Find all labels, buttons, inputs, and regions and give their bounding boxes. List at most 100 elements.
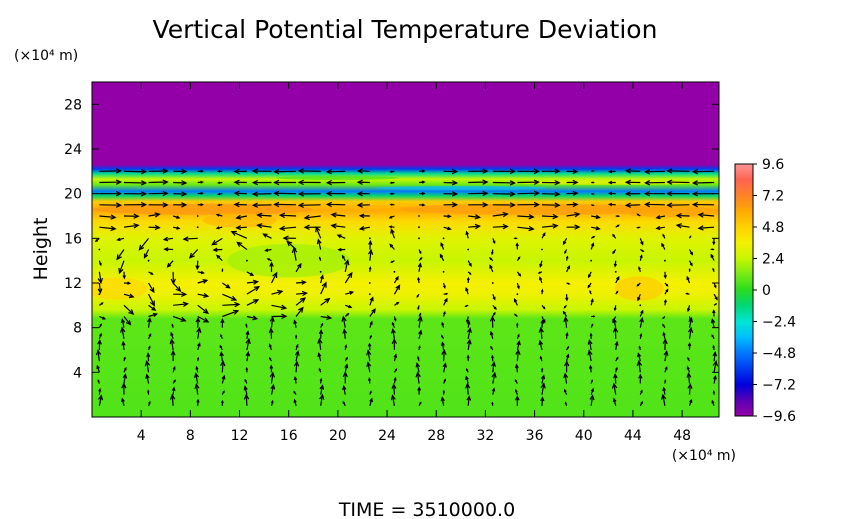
wind-arrow: [278, 225, 297, 231]
colorbar-tick-label: 4.8: [762, 220, 784, 236]
wind-arrow: [688, 260, 693, 267]
wind-arrow: [691, 201, 715, 208]
wind-arrow: [219, 344, 223, 351]
wind-arrow: [588, 271, 592, 279]
wind-arrow: [418, 401, 422, 407]
wind-arrow: [415, 371, 421, 384]
wind-arrow: [443, 180, 459, 186]
wind-arrow: [514, 395, 520, 406]
wind-arrow: [541, 202, 561, 208]
wind-arrow: [197, 292, 210, 298]
wind-arrow: [121, 340, 126, 351]
wind-arrow: [293, 319, 298, 328]
wind-arrow: [417, 355, 420, 362]
wind-arrow: [686, 305, 691, 313]
wind-arrow: [490, 249, 494, 256]
wind-arrow: [591, 192, 595, 195]
wind-arrow: [317, 352, 322, 362]
colorbar-tick-label: 7.2: [762, 189, 784, 205]
wind-arrow: [565, 255, 569, 261]
wind-arrow: [99, 302, 104, 306]
wind-arrow: [317, 337, 323, 351]
x-tick-label: 36: [526, 428, 544, 444]
wind-arrow: [393, 353, 398, 362]
wind-arrow: [516, 340, 521, 351]
wind-arrow: [296, 290, 308, 297]
wind-arrow: [296, 280, 307, 285]
wind-arrow: [122, 271, 126, 280]
wind-arrow: [655, 215, 666, 220]
wind-arrow: [662, 338, 668, 351]
wind-arrow: [440, 334, 445, 340]
wind-arrow: [369, 334, 372, 340]
wind-arrow: [390, 327, 396, 339]
wind-arrow: [612, 316, 617, 323]
wind-arrow: [566, 282, 571, 285]
wind-arrow: [148, 179, 169, 185]
wind-arrow: [172, 282, 182, 293]
wind-arrow: [123, 223, 140, 229]
wind-arrow: [688, 249, 694, 256]
wind-arrow: [662, 323, 666, 328]
colorbar-tick-label: −9.6: [762, 409, 796, 425]
wind-arrow: [539, 276, 543, 284]
wind-arrow: [325, 179, 346, 186]
wind-arrow: [295, 297, 307, 306]
wind-arrow: [566, 190, 579, 196]
wind-arrow: [513, 237, 518, 240]
wind-arrow: [182, 236, 198, 242]
x-tick-label: 4: [137, 428, 146, 444]
wind-arrow: [294, 334, 298, 339]
wind-arrow: [336, 234, 346, 239]
wind-arrow: [342, 371, 348, 384]
wind-arrow: [710, 318, 716, 328]
wind-arrow: [513, 297, 518, 306]
wind-arrow: [590, 235, 596, 239]
wind-arrow: [590, 242, 595, 250]
y-tick-label: 4: [73, 365, 82, 381]
wind-arrow: [516, 282, 520, 290]
wind-arrow: [264, 248, 272, 252]
wind-arrow: [563, 304, 567, 309]
wind-arrow: [564, 401, 568, 407]
wind-arrow: [666, 202, 690, 208]
wind-arrow: [99, 168, 123, 174]
wind-arrow: [98, 323, 102, 328]
wind-arrow: [197, 304, 209, 314]
wind-arrow: [98, 260, 102, 267]
wind-arrow: [517, 201, 540, 208]
wind-arrow: [320, 314, 333, 320]
wind-arrow: [235, 214, 248, 220]
field-patch: [92, 277, 148, 300]
wind-arrow: [356, 202, 370, 208]
wind-arrow: [587, 349, 593, 362]
wind-arrow: [636, 213, 641, 217]
wind-arrow: [221, 282, 231, 289]
wind-arrow: [538, 339, 544, 351]
wind-arrow: [166, 260, 174, 268]
wind-arrow: [123, 366, 127, 373]
wind-arrow: [98, 293, 101, 296]
wind-arrow: [612, 326, 619, 339]
wind-arrow: [639, 389, 643, 395]
wind-arrow: [194, 372, 199, 384]
wind-arrow: [691, 168, 715, 175]
field-patch: [620, 205, 719, 218]
wind-arrow: [170, 271, 176, 285]
wind-arrow: [663, 298, 667, 306]
wind-arrow: [123, 201, 148, 208]
wind-arrow: [197, 279, 209, 284]
field-patch: [374, 186, 547, 191]
wind-arrow: [221, 268, 224, 272]
wind-arrow: [562, 310, 568, 317]
wind-arrow: [172, 215, 181, 219]
wind-arrow: [303, 214, 321, 221]
wind-arrow: [330, 212, 346, 218]
wind-arrow: [222, 301, 241, 308]
wind-arrow: [687, 342, 692, 351]
wind-arrow: [615, 290, 619, 295]
wind-arrow: [337, 247, 346, 252]
wind-arrow: [269, 316, 275, 328]
wind-arrow: [442, 362, 448, 373]
wind-arrow: [391, 321, 395, 328]
